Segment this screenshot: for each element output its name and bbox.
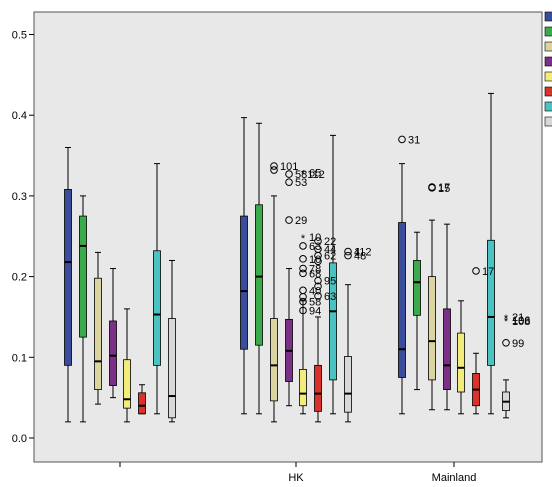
outlier-point: [314, 292, 322, 300]
box-iqr: [314, 364, 322, 412]
box-iqr: [153, 250, 161, 366]
outlier-point: [428, 183, 436, 191]
outlier-label: 94: [309, 305, 321, 317]
extreme-outlier-point: *: [301, 233, 306, 245]
legend-swatch: [544, 86, 552, 97]
outlier-point: [314, 282, 322, 291]
box-iqr: [428, 276, 436, 381]
outlier-label: 62: [324, 251, 336, 263]
outlier-label: 17: [482, 266, 494, 278]
outlier-label: 53: [295, 177, 307, 189]
x-tick-label: Mainland: [432, 472, 477, 484]
outlier-label: 58112: [295, 169, 325, 181]
box-iqr: [168, 318, 176, 419]
box-iqr: [123, 359, 131, 409]
outlier-point: [299, 292, 307, 301]
outlier-label: 95: [324, 276, 336, 288]
box-iqr: [138, 392, 146, 415]
legend-swatch: [544, 26, 552, 37]
legend-swatch: [544, 11, 552, 22]
box-iqr: [487, 239, 495, 366]
outlier-point: [314, 257, 322, 266]
legend-swatch: [544, 101, 552, 112]
outlier-point: [314, 251, 322, 260]
legend-swatch: [544, 56, 552, 67]
outlier-point: [314, 237, 322, 245]
box-iqr: [109, 320, 117, 386]
outlier-label: 48: [354, 251, 366, 263]
outlier-label: 22: [324, 236, 336, 248]
outlier-label: 78: [309, 264, 321, 276]
legend-swatch: [544, 116, 552, 127]
box-iqr: [398, 222, 406, 378]
outlier-point: [285, 216, 293, 224]
outlier-point: [299, 269, 307, 278]
y-tick-label: 0.0: [12, 433, 27, 445]
outlier-label: 21: [512, 312, 524, 324]
outlier-point: [285, 170, 293, 178]
outlier-point: [398, 135, 406, 144]
outlier-point: [270, 166, 278, 174]
outlier-label: 31: [408, 134, 420, 146]
extreme-outlier-point: *: [301, 168, 306, 180]
outlier-point: [270, 162, 278, 170]
y-axis: 0.0 0.1 0.2 0.3 0.4 0.5: [12, 30, 34, 445]
x-tick-label: HK: [288, 472, 304, 484]
plot-area: [33, 11, 543, 463]
legend-swatch: [544, 41, 552, 52]
boxes-layer: [64, 92, 510, 423]
box-iqr: [344, 356, 352, 413]
outlier-label: 29: [295, 215, 307, 227]
y-tick-label: 0.2: [12, 272, 27, 284]
outlier-point: [299, 306, 307, 315]
outlier-label: 40: [309, 285, 321, 297]
outlier-point: [299, 242, 307, 250]
outlier-label: 17: [438, 182, 450, 194]
outlier-label: 101: [280, 161, 298, 173]
outlier-point: [314, 276, 322, 285]
outlier-point: [299, 255, 307, 263]
y-tick-label: 0.4: [12, 110, 27, 122]
box-iqr: [329, 262, 337, 381]
outlier-point: [285, 178, 293, 186]
legend-strip: [544, 11, 552, 127]
y-tick-label: 0.5: [12, 30, 27, 42]
outlier-point: [299, 297, 307, 306]
y-tick-label: 0.3: [12, 191, 27, 203]
box-iqr: [270, 318, 278, 402]
outlier-label: 106: [512, 315, 530, 327]
box-iqr: [240, 215, 248, 350]
y-tick-label: 0.1: [12, 352, 27, 364]
outlier-label: 99: [512, 338, 524, 350]
legend-swatch: [544, 71, 552, 82]
box-iqr: [79, 215, 87, 338]
outlier-point: [502, 338, 510, 347]
box-iqr: [94, 277, 102, 390]
outlier-label: 15: [438, 183, 450, 195]
outlier-point: [472, 267, 480, 275]
box-iqr: [64, 189, 72, 366]
outlier-label: 112: [354, 247, 372, 259]
x-axis: HK Mainland: [119, 462, 477, 484]
outlier-label: 44: [324, 244, 336, 256]
extreme-outlier-point: *: [504, 316, 509, 328]
outlier-point: [344, 247, 352, 256]
outlier-label: 63: [324, 291, 336, 303]
box-iqr: [443, 308, 451, 390]
outlier-label: 108: [512, 316, 530, 328]
outlier-label: 4: [354, 247, 360, 259]
box-iqr: [255, 204, 263, 346]
outlier-point: [299, 264, 307, 273]
outlier-point: [344, 251, 352, 260]
extreme-outlier-point: *: [504, 313, 509, 325]
box-iqr: [299, 369, 307, 407]
box-iqr: [413, 260, 421, 316]
outlier-label: 10: [309, 232, 321, 244]
outlier-label: 65: [309, 167, 321, 179]
box-iqr: [457, 332, 465, 393]
